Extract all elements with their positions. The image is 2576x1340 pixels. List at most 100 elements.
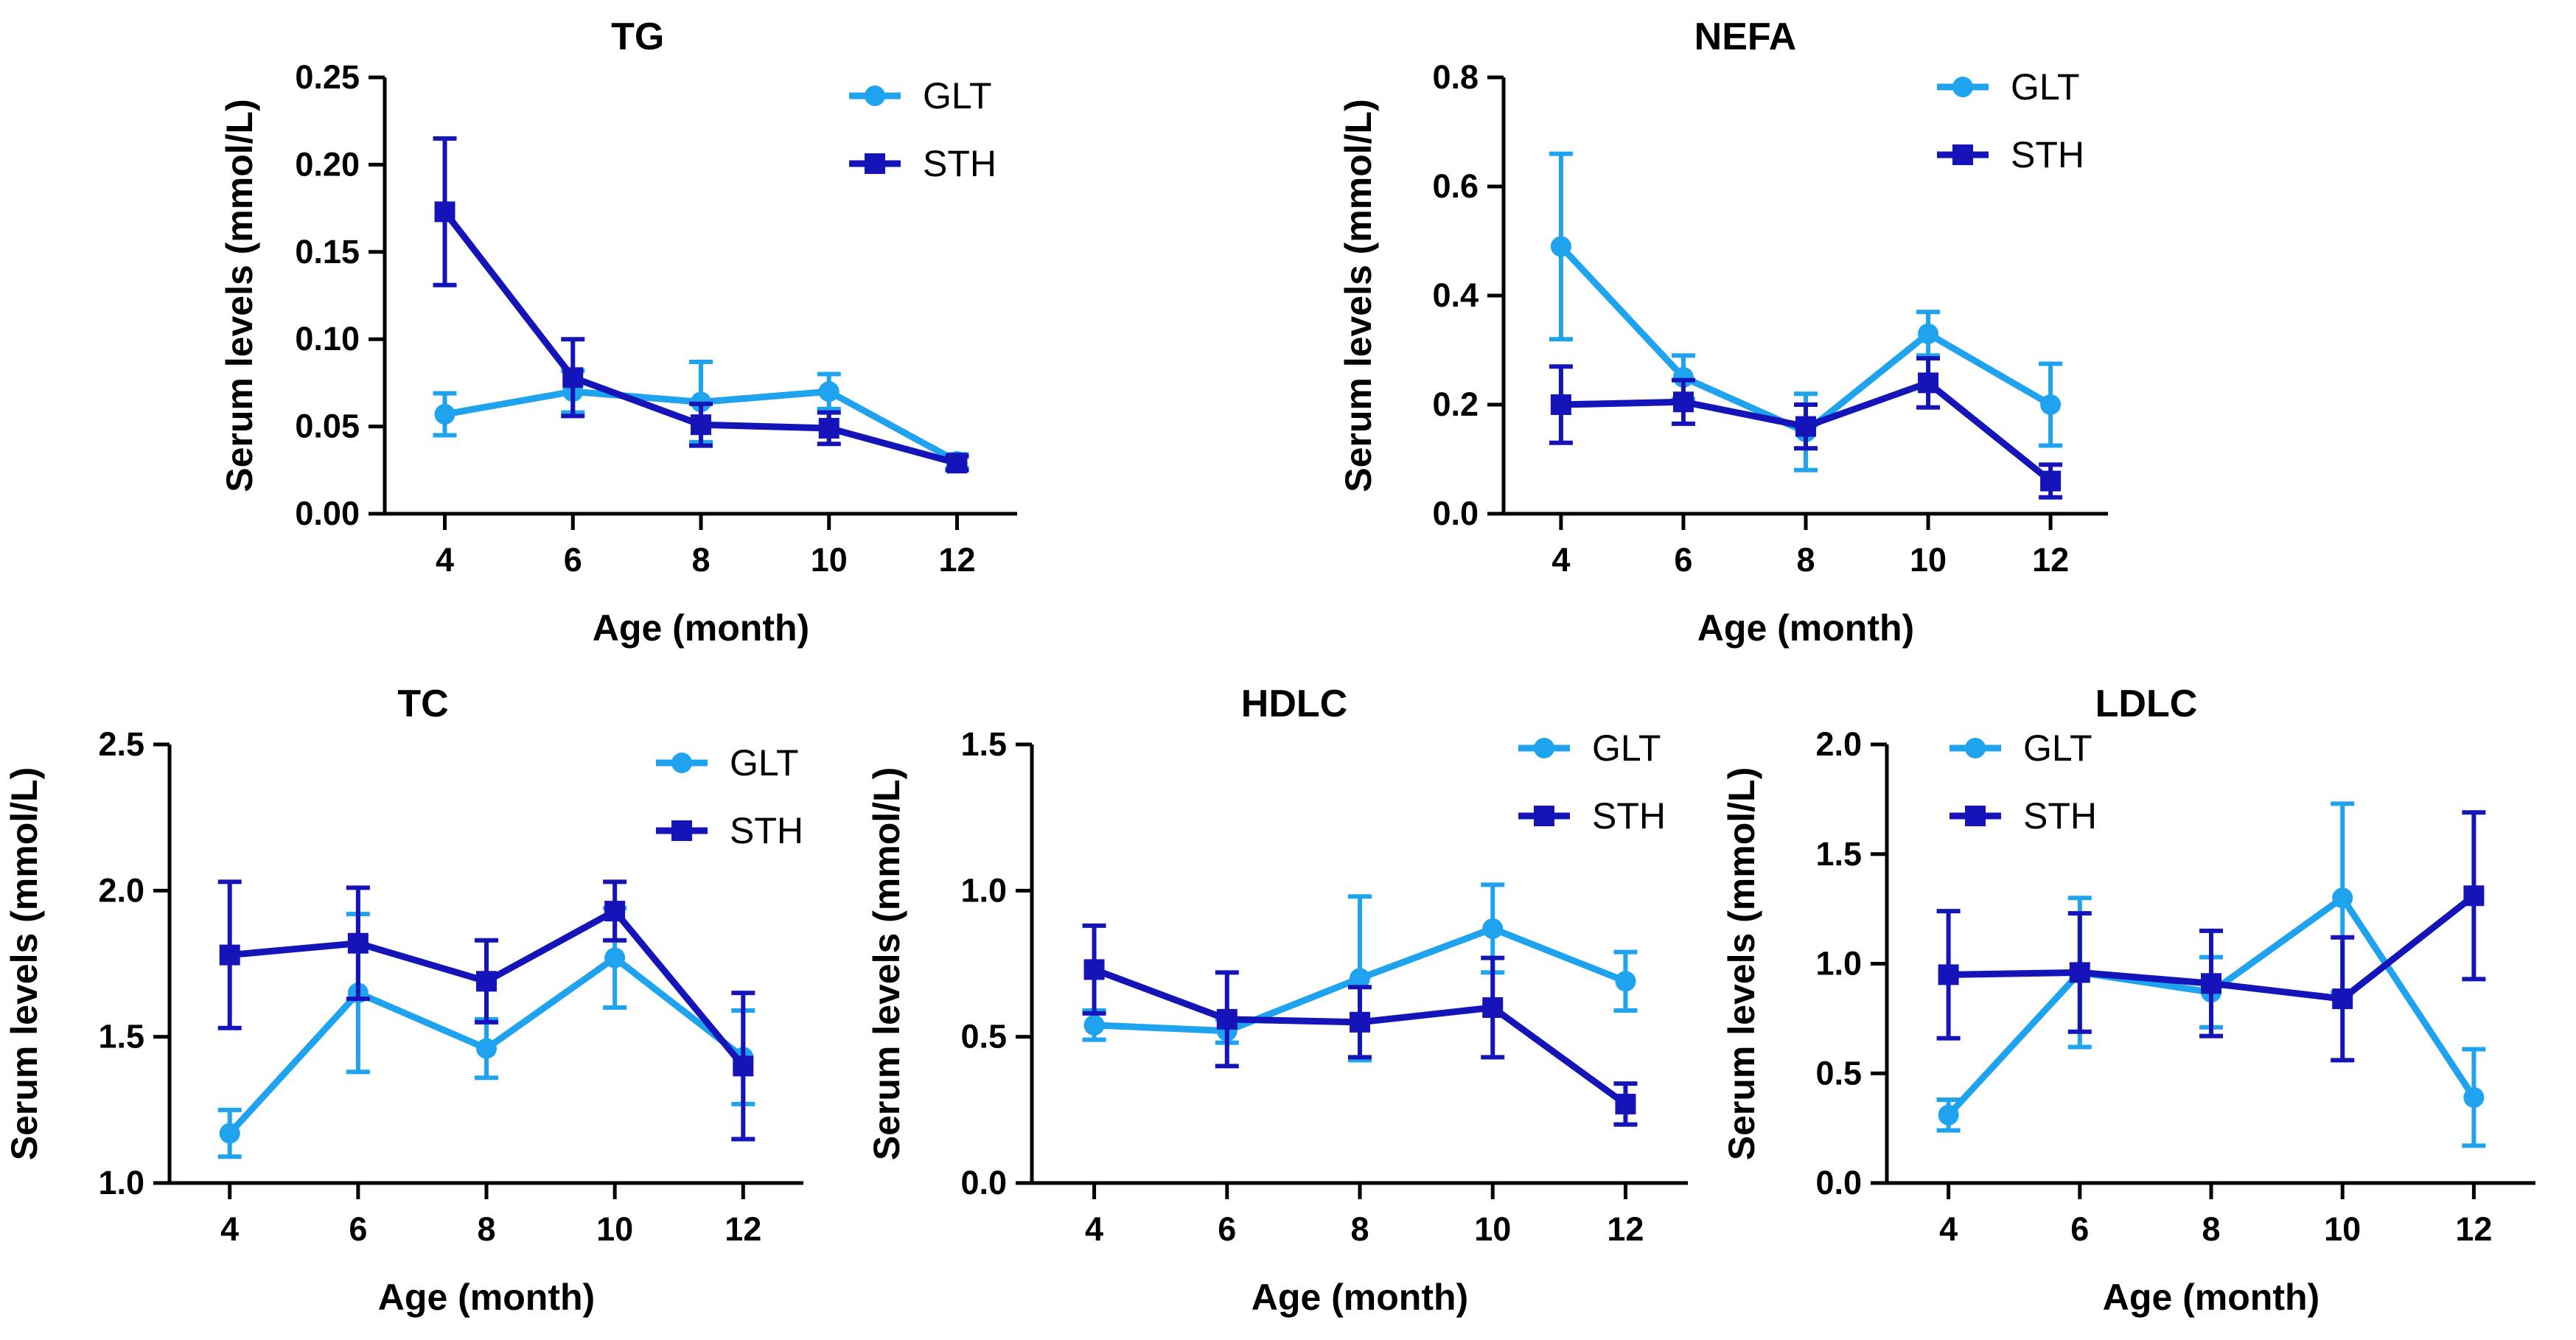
series-sth — [1936, 810, 2486, 1063]
panel-tg: 0.00 0.05 0.10 0.15 0.20 0.25 4 6 8 10 12 TG Age (mo… — [219, 15, 1017, 649]
data-point — [946, 453, 968, 474]
data-point — [476, 971, 497, 992]
data-point — [604, 901, 626, 922]
panel-hdlc: 0.0 0.5 1.0 1.5 4 6 8 10 12 HDLC Age (month) Serum … — [866, 683, 1688, 1318]
data-point — [2201, 973, 2221, 994]
data-point — [818, 381, 840, 402]
data-point — [1482, 997, 1504, 1018]
x-tick-label: 8 — [691, 541, 710, 579]
data-point — [733, 1055, 754, 1077]
x-tick-label: 6 — [2070, 1210, 2089, 1248]
data-point — [1083, 959, 1105, 980]
data-point — [476, 1038, 497, 1059]
y-tick-label: 2.5 — [98, 725, 144, 763]
data-point — [219, 1123, 240, 1144]
data-point — [347, 932, 369, 954]
data-point — [2463, 1086, 2485, 1108]
y-tick-label: 0.6 — [1432, 167, 1479, 205]
x-tick-label: 4 — [436, 541, 454, 579]
x-axis-label: Age (month) — [1252, 1277, 1468, 1318]
x-tick-label: 8 — [477, 1210, 495, 1248]
x-tick-label: 4 — [220, 1210, 239, 1248]
series-sth — [1082, 923, 1638, 1127]
legend-marker — [865, 153, 885, 174]
data-point — [2463, 885, 2485, 907]
y-tick-label: 0.25 — [295, 58, 360, 96]
data-point — [1482, 918, 1504, 939]
legend-label: STH — [730, 810, 803, 851]
data-point — [818, 417, 840, 439]
y-tick-label: 0.0 — [1432, 495, 1479, 532]
y-axis-label: Serum levels (mmol/L) — [1721, 767, 1762, 1161]
legend: GLT STH — [1518, 727, 1666, 837]
x-tick-label: 12 — [2455, 1210, 2492, 1248]
legend-marker — [1952, 144, 1973, 165]
data-point — [434, 201, 455, 223]
y-tick-label: 1.0 — [960, 871, 1007, 909]
legend-label: GLT — [2023, 727, 2092, 769]
y-tick-label: 0.05 — [295, 408, 360, 445]
legend-label: GLT — [730, 742, 799, 784]
legend-marker — [865, 86, 885, 106]
legend-label: GLT — [2011, 66, 2080, 108]
data-point — [1550, 394, 1571, 415]
legend-marker — [1534, 738, 1554, 758]
y-tick-label: 0.0 — [960, 1164, 1007, 1201]
y-tick-label: 1.5 — [960, 725, 1007, 763]
y-tick-label: 2.0 — [98, 871, 144, 909]
panel-ldlc: 0.0 0.5 1.0 1.5 2.0 4 6 8 10 12 LDLC Age (month) Ser… — [1721, 683, 2535, 1318]
y-tick-label: 0.15 — [295, 233, 360, 271]
x-tick-label: 10 — [1910, 541, 1947, 579]
legend: GLT STH — [656, 742, 803, 851]
x-axis-label: Age (month) — [593, 607, 809, 649]
legend: GLT STH — [1950, 727, 2097, 837]
y-axis-label: Serum levels (mmol/L) — [219, 99, 260, 492]
data-point — [2069, 962, 2090, 983]
data-point — [691, 414, 711, 436]
data-point — [2332, 988, 2353, 1010]
y-tick-label: 0.10 — [295, 320, 360, 357]
x-tick-label: 12 — [938, 541, 975, 579]
series-sth — [433, 136, 969, 474]
legend-marker — [1965, 806, 1986, 826]
legend: GLT STH — [1937, 66, 2084, 175]
x-tick-label: 4 — [1085, 1210, 1103, 1248]
data-point — [434, 404, 455, 425]
legend-label: GLT — [923, 75, 992, 116]
data-point — [1918, 372, 1939, 394]
data-point — [1550, 236, 1571, 257]
x-tick-label: 12 — [1607, 1210, 1644, 1248]
legend-marker — [1534, 806, 1554, 826]
data-point — [1795, 416, 1816, 437]
panel-title: LDLC — [2095, 683, 2198, 725]
data-point — [1672, 391, 1694, 413]
x-axis-label: Age (month) — [2103, 1277, 2320, 1318]
data-point — [1938, 964, 1959, 985]
data-point — [1918, 323, 1939, 344]
legend-label: STH — [923, 143, 996, 184]
panel-title: NEFA — [1694, 15, 1797, 58]
x-tick-label: 6 — [1674, 541, 1692, 579]
data-point — [2040, 470, 2062, 492]
y-tick-label: 1.5 — [98, 1018, 144, 1055]
x-tick-label: 10 — [596, 1210, 633, 1248]
panel-tc: 1.0 1.5 2.0 2.5 4 6 8 10 12 TC Age (month) Serum le… — [4, 683, 803, 1318]
x-tick-label: 4 — [1551, 541, 1570, 579]
x-tick-label: 12 — [2032, 541, 2069, 579]
legend: GLT STH — [849, 75, 996, 184]
x-tick-label: 8 — [2202, 1210, 2220, 1248]
x-tick-label: 8 — [1796, 541, 1815, 579]
x-tick-label: 10 — [811, 541, 848, 579]
x-tick-label: 12 — [725, 1210, 761, 1248]
legend-marker — [671, 820, 692, 841]
panel-title: TG — [611, 15, 664, 58]
data-point — [1615, 971, 1636, 992]
data-point — [1938, 1104, 1959, 1126]
y-axis-label: Serum levels (mmol/L) — [4, 767, 45, 1161]
legend-label: STH — [1592, 795, 1666, 837]
data-point — [2040, 394, 2062, 415]
x-axis-label: Age (month) — [1697, 607, 1914, 649]
y-tick-label: 0.0 — [1815, 1164, 1862, 1201]
x-axis-label: Age (month) — [378, 1277, 595, 1318]
legend-label: GLT — [1592, 727, 1661, 769]
